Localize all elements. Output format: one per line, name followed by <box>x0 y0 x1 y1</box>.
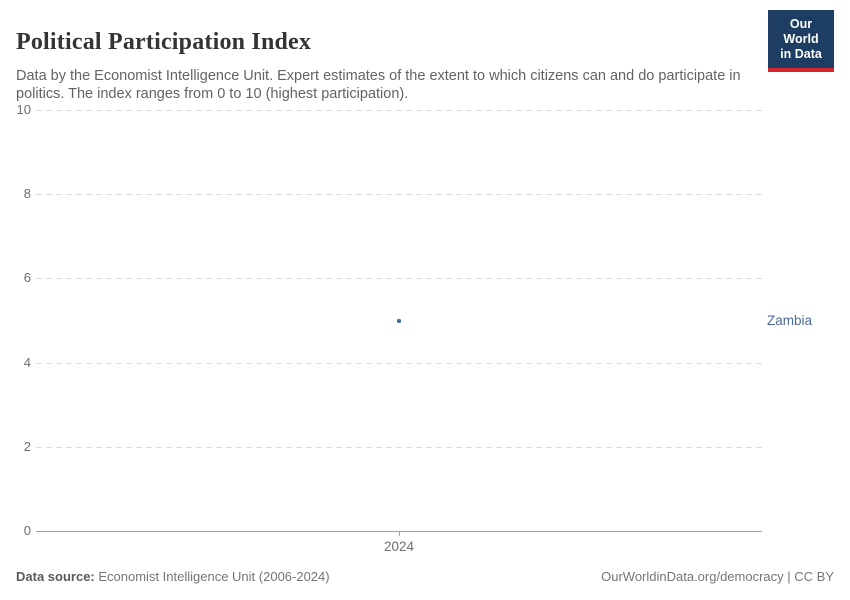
gridline <box>36 446 762 448</box>
data-source-label: Data source: <box>16 569 95 584</box>
credit-link[interactable]: OurWorldinData.org/democracy | CC BY <box>601 569 834 584</box>
gridline <box>36 110 762 111</box>
gridline <box>36 194 762 196</box>
owid-logo-line2: in Data <box>780 47 822 61</box>
data-source-note: Data source: Economist Intelligence Unit… <box>16 569 330 584</box>
gridline <box>36 278 762 280</box>
data-point <box>397 318 401 323</box>
y-axis-tick-label: 4 <box>23 354 31 370</box>
y-axis-tick-label: 2 <box>23 438 31 454</box>
entity-label: Zambia <box>767 312 813 328</box>
chart-subtitle: Data by the Economist Intelligence Unit.… <box>16 67 741 103</box>
x-axis-tick-label: 2024 <box>383 539 415 554</box>
gridline <box>36 362 762 364</box>
owid-logo-line1: Our World <box>783 17 819 46</box>
y-axis-tick-label: 10 <box>16 102 31 117</box>
owid-logo: Our World in Data <box>768 10 834 72</box>
x-axis-tick-mark <box>399 531 400 536</box>
y-axis-tick-label: 8 <box>23 186 31 202</box>
data-source-value: Economist Intelligence Unit (2006-2024) <box>94 569 330 584</box>
y-axis-tick-label: 6 <box>23 270 31 286</box>
y-axis-tick-label: 0 <box>23 523 31 538</box>
page-title: Political Participation Index <box>16 29 312 56</box>
